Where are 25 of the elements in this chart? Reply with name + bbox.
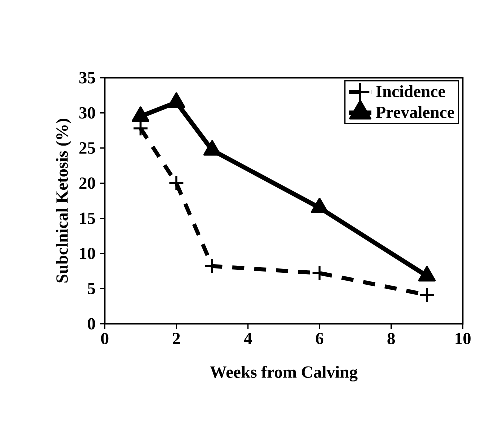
y-tick-label: 30 bbox=[80, 107, 96, 119]
point bbox=[419, 287, 436, 304]
x-tick-label: 2 bbox=[173, 333, 180, 344]
x-tick-label: 10 bbox=[456, 333, 471, 345]
point bbox=[312, 265, 328, 282]
point bbox=[168, 175, 185, 192]
y-tick-label: 10 bbox=[80, 248, 96, 260]
y-axis-title: Subclnical Ketosis (%) bbox=[56, 119, 72, 283]
y-tick-label: 35 bbox=[80, 72, 96, 84]
point bbox=[311, 198, 329, 214]
y-tick-label: 15 bbox=[80, 212, 96, 224]
x-tick-label: 8 bbox=[388, 333, 396, 345]
point bbox=[168, 92, 186, 108]
y-tick-label: 25 bbox=[80, 142, 96, 154]
x-tick-label: 6 bbox=[316, 333, 324, 344]
y-tick-label: 5 bbox=[88, 283, 96, 294]
legend-label: Prevalence bbox=[376, 106, 454, 118]
y-tick-label: 0 bbox=[88, 318, 96, 330]
legend-label: Incidence bbox=[376, 86, 446, 98]
y-tick-label: 20 bbox=[80, 178, 96, 190]
point bbox=[132, 106, 150, 122]
x-axis-title: Weeks from Calving bbox=[210, 366, 358, 382]
x-tick-label: 4 bbox=[244, 333, 252, 344]
x-tick-label: 0 bbox=[101, 333, 109, 345]
point bbox=[204, 140, 222, 156]
